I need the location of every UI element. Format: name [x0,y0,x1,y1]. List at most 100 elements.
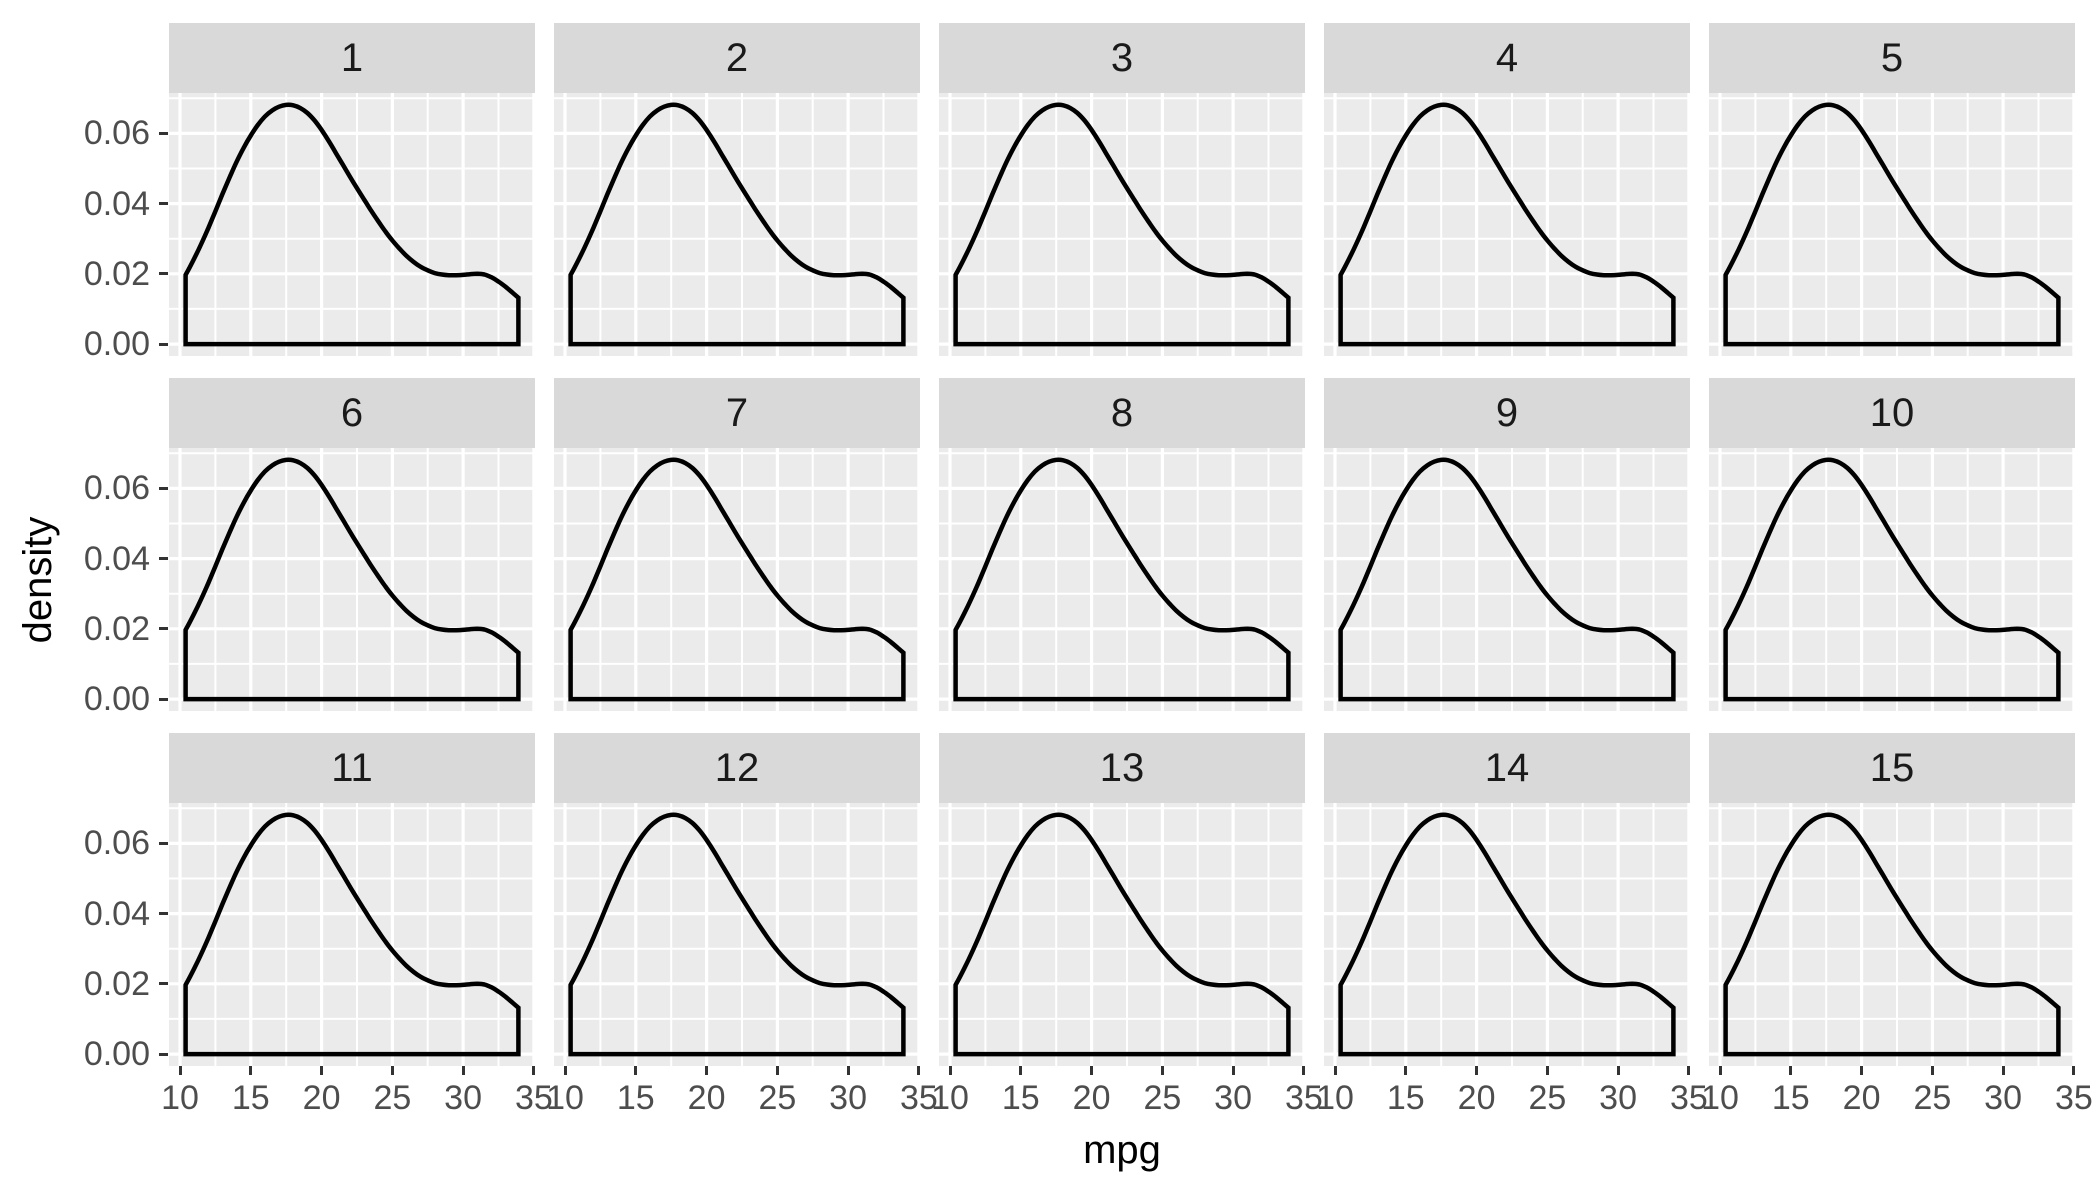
x-axis-tick-mark [1019,1066,1023,1075]
facet-strip: 3 [939,23,1305,93]
panel-plot-svg [554,448,920,711]
x-axis-tick-label: 15 [616,1079,655,1117]
major-gridlines [1709,448,2075,711]
facet-panel [169,803,535,1066]
facet-strip-label: 13 [1099,746,1145,790]
x-axis-tick-label: 15 [1001,1079,1040,1117]
minor-gridlines [939,448,1305,711]
x-axis-tick-label: 30 [444,1079,483,1117]
x-axis-tick-mark [705,1066,709,1075]
minor-gridlines [554,448,920,711]
minor-gridlines [554,93,920,356]
facet-strip: 9 [1324,378,1690,448]
x-axis-tick-mark [249,1066,253,1075]
facet-panel [1324,448,1690,711]
major-gridlines [1324,93,1690,356]
y-axis-tick-label: 0.02 [83,609,150,648]
x-axis-tick-label: 10 [1701,1079,1739,1117]
density-curve [953,457,1291,702]
y-axis-tick-mark [159,272,168,276]
major-gridlines [169,93,535,356]
facet-strip: 14 [1324,733,1690,803]
minor-gridlines [1324,93,1690,356]
facet-panel [554,93,920,356]
x-axis-tick-label: 30 [1214,1079,1253,1117]
facet-strip: 13 [939,733,1305,803]
facet-panel [1709,93,2075,356]
facet-strip-label: 10 [1869,391,1915,435]
facet-strip-label: 1 [340,36,364,80]
facet-strip-label: 15 [1869,746,1915,790]
x-axis-tick-label: 25 [758,1079,797,1117]
y-axis-tick-mark [159,912,168,916]
minor-gridlines [1324,448,1690,711]
facet-strip: 11 [169,733,535,803]
major-gridlines [554,448,920,711]
facet-panel [554,803,920,1066]
y-axis-tick-label: 0.00 [83,325,150,364]
major-gridlines [939,448,1305,711]
y-axis-tick-mark [159,627,168,631]
density-curve [1723,457,2061,702]
x-axis-tick-label: 35 [514,1079,553,1117]
minor-gridlines [1324,803,1690,1066]
minor-gridlines [939,93,1305,356]
density-curve [183,102,521,347]
x-axis-tick-label: 30 [1984,1079,2023,1117]
density-curve [1338,102,1676,347]
facet-strip: 2 [554,23,920,93]
facet-panel [1324,93,1690,356]
panel-plot-svg [939,93,1305,356]
x-axis-tick-mark [1302,1066,1306,1075]
x-axis-tick-label: 30 [829,1079,868,1117]
density-curve [953,812,1291,1057]
density-curve [1338,812,1676,1057]
facet-strip-label: 6 [340,391,364,435]
x-axis-tick-mark [1789,1066,1793,1075]
major-gridlines [1324,803,1690,1066]
y-axis-tick-mark [159,697,168,701]
panel-plot-svg [169,803,535,1066]
y-axis-tick-mark [159,1052,168,1056]
facet-panel [169,93,535,356]
y-axis-tick-mark [159,841,168,845]
major-gridlines [169,803,535,1066]
x-axis-tick-mark [1160,1066,1164,1075]
x-axis-tick-mark [532,1066,536,1075]
y-axis-tick-label: 0.02 [83,254,150,293]
x-axis-tick-mark [948,1066,952,1075]
x-axis-tick-label: 15 [1386,1079,1425,1117]
x-axis-tick-label: 10 [161,1079,199,1117]
facet-strip-label: 11 [331,746,373,790]
facet-strip-label: 14 [1484,746,1530,790]
y-axis-tick-mark [159,202,168,206]
major-gridlines [554,803,920,1066]
x-axis-tick-mark [563,1066,567,1075]
x-axis-tick-mark [1475,1066,1479,1075]
major-gridlines [169,448,535,711]
facet-strip-label: 12 [714,746,760,790]
panel-plot-svg [554,803,920,1066]
density-curve [183,457,521,702]
x-axis-tick-label: 35 [1669,1079,1708,1117]
x-axis-tick-label: 20 [1842,1079,1881,1117]
x-axis-tick-mark [1930,1066,1934,1075]
density-curve [568,102,906,347]
panel-plot-svg [1324,448,1690,711]
x-axis-tick-label: 25 [1528,1079,1567,1117]
minor-gridlines [1709,93,2075,356]
major-gridlines [939,803,1305,1066]
x-axis-tick-mark [1616,1066,1620,1075]
y-axis-tick-mark [159,342,168,346]
y-axis-tick-mark [159,486,168,490]
major-gridlines [939,93,1305,356]
x-axis-tick-label: 20 [1072,1079,1111,1117]
x-axis-tick-mark [1545,1066,1549,1075]
x-axis-tick-label: 20 [302,1079,341,1117]
x-axis-tick-label: 15 [231,1079,270,1117]
facet-strip: 15 [1709,733,2075,803]
facet-panel [939,93,1305,356]
panel-plot-svg [554,93,920,356]
x-axis-tick-mark [461,1066,465,1075]
x-axis-tick-label: 30 [1599,1079,1638,1117]
